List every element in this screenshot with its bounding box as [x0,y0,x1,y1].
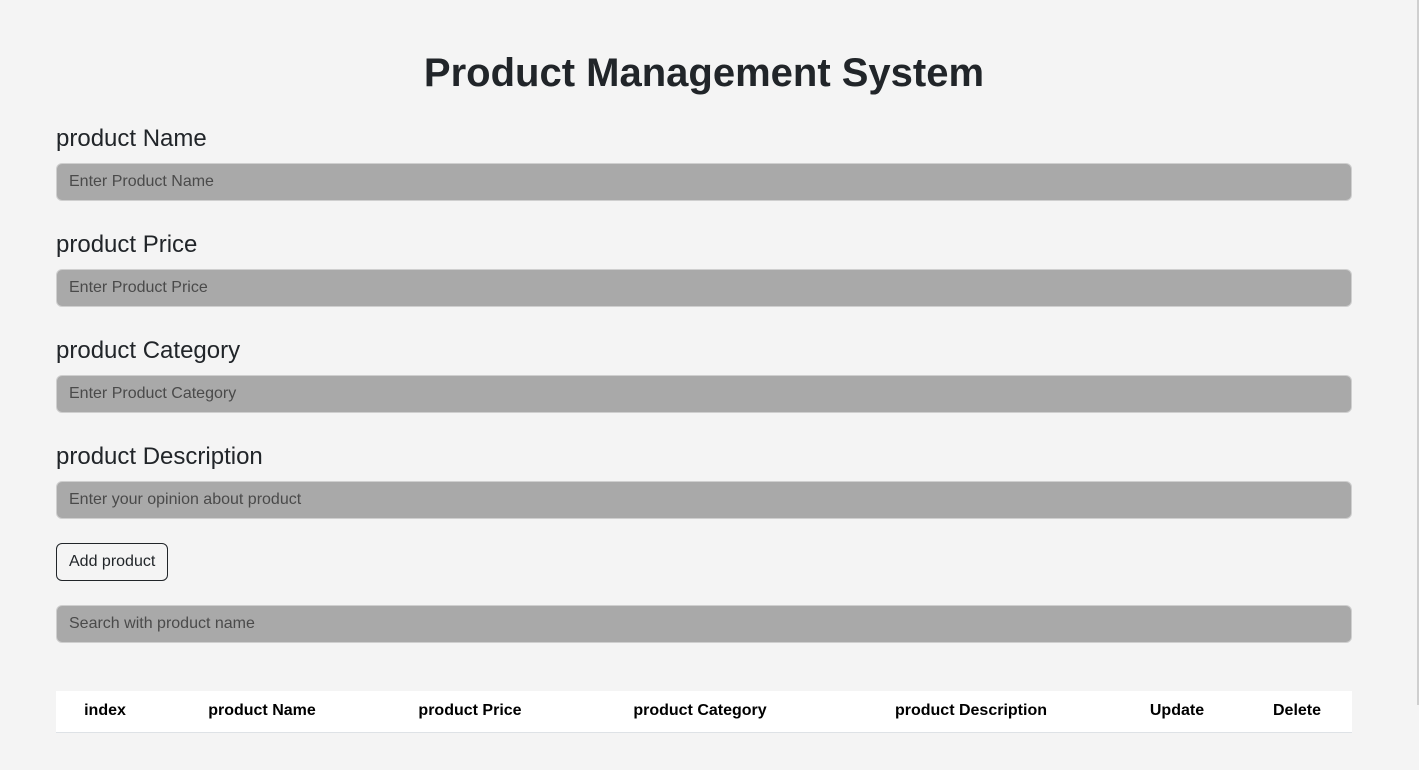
product-price-input[interactable] [56,269,1352,307]
table-header-row: index product Name product Price product… [56,691,1352,733]
product-price-label: product Price [56,231,198,258]
page-scrollbar[interactable] [1417,0,1419,705]
page-title: Product Management System [423,51,985,95]
product-description-label: product Description [56,443,263,470]
app-container: Product Management System product Name p… [56,0,1352,733]
column-header-product-price: product Price [370,691,570,733]
search-input[interactable] [56,605,1352,643]
product-name-input[interactable] [56,163,1352,201]
product-name-label: product Name [56,125,207,152]
add-product-button[interactable]: Add product [56,543,169,581]
column-header-product-description: product Description [830,691,1112,733]
table-header: index product Name product Price product… [56,691,1352,733]
column-header-update: Update [1112,691,1242,733]
product-category-input[interactable] [56,375,1352,413]
product-category-label: product Category [56,337,241,364]
product-form: product Name product Price product Categ… [56,118,1352,542]
product-price-group: product Price [56,224,1352,330]
column-header-product-category: product Category [570,691,830,733]
column-header-delete: Delete [1242,691,1352,733]
product-category-group: product Category [56,330,1352,436]
product-description-input[interactable] [56,481,1352,519]
products-table: index product Name product Price product… [56,691,1352,733]
product-description-group: product Description [56,436,1352,542]
column-header-index: index [56,691,154,733]
column-header-product-name: product Name [154,691,370,733]
product-name-group: product Name [56,118,1352,224]
